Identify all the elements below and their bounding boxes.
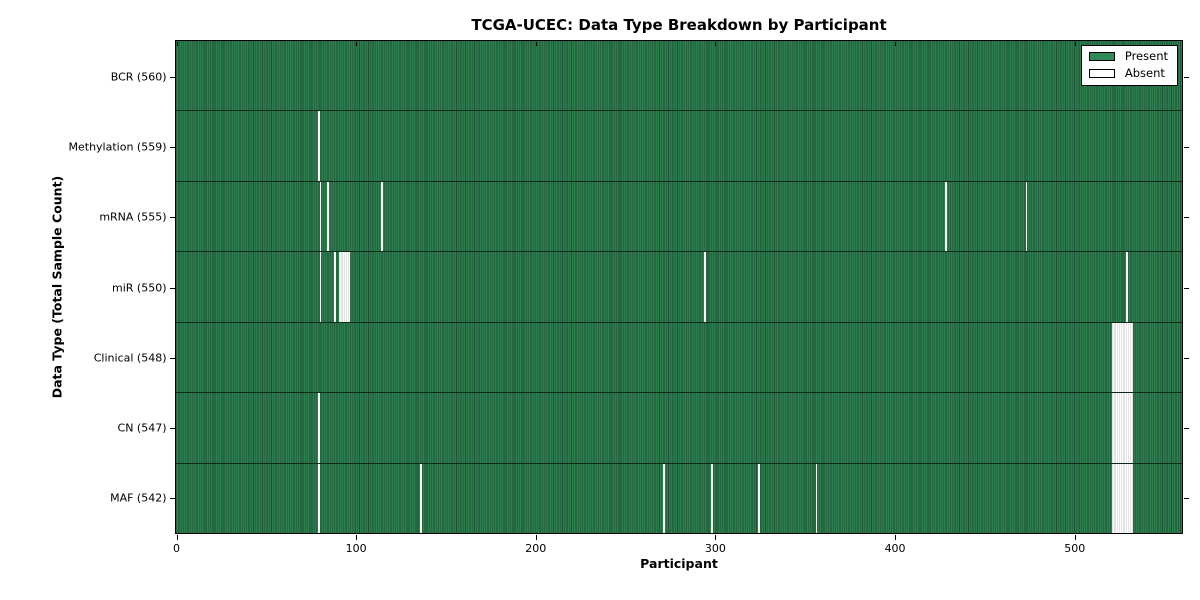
absent-gap — [420, 463, 423, 533]
legend-entry-absent: Absent — [1088, 65, 1168, 80]
absent-gap — [662, 463, 665, 533]
y-tick-label: Methylation (559) — [68, 140, 167, 154]
y-tick-label: miR (550) — [112, 281, 167, 294]
absent-gap — [317, 393, 320, 463]
y-tick-mark-right — [1184, 76, 1189, 78]
x-axis-label: Participant — [640, 556, 718, 571]
y-tick-mark-right — [1184, 428, 1189, 430]
legend-present-label: Present — [1124, 49, 1168, 63]
absent-gap — [1111, 393, 1134, 463]
y-tick-mark-right — [1184, 287, 1189, 289]
row-Methylation — [176, 110, 1182, 181]
row-BCR — [176, 41, 1182, 111]
absent-gap — [704, 252, 706, 322]
y-tick-mark — [170, 217, 175, 219]
x-tick-mark — [895, 535, 897, 540]
y-tick-mark — [170, 76, 175, 78]
legend-absent-swatch-icon — [1088, 68, 1115, 78]
chart-title: TCGA-UCEC: Data Type Breakdown by Partic… — [471, 16, 887, 34]
x-tick-mark-top — [715, 41, 717, 46]
absent-gap — [319, 181, 322, 252]
legend-absent-label: Absent — [1124, 65, 1165, 80]
absent-gap — [380, 181, 383, 252]
y-tick-label: Clinical (548) — [93, 351, 167, 365]
y-tick-mark-right — [1184, 217, 1189, 219]
x-tick-label: 300 — [704, 541, 726, 555]
absent-gap — [317, 111, 320, 181]
absent-gap — [319, 252, 322, 322]
plot-area: Present Absent — [175, 40, 1183, 534]
x-tick-mark-top — [1074, 41, 1076, 46]
absent-gap — [711, 463, 714, 533]
absent-gap — [326, 181, 329, 252]
absent-gap — [339, 252, 351, 322]
presence-matrix — [176, 41, 1182, 533]
legend: Present Absent — [1080, 45, 1178, 86]
row-miR — [176, 251, 1182, 322]
x-tick-mark-top — [535, 41, 537, 46]
y-tick-mark-right — [1184, 357, 1189, 359]
absent-gap — [317, 463, 320, 533]
x-tick-mark — [535, 535, 537, 540]
y-tick-mark — [170, 146, 175, 148]
y-tick-mark — [170, 287, 175, 289]
x-tick-mark — [356, 535, 358, 540]
legend-present-swatch-icon — [1088, 52, 1115, 62]
row-CN — [176, 392, 1182, 463]
absent-gap — [334, 252, 336, 322]
absent-gap — [815, 463, 818, 533]
absent-gap — [944, 181, 947, 252]
absent-gap — [1126, 252, 1129, 322]
absent-gap — [1111, 322, 1134, 393]
y-tick-mark — [170, 428, 175, 430]
x-tick-mark-top — [356, 41, 358, 46]
y-tick-mark-right — [1184, 498, 1189, 500]
y-tick-label: CN (547) — [117, 421, 167, 435]
y-tick-label: BCR (560) — [110, 70, 167, 84]
x-tick-mark-top — [895, 41, 897, 46]
row-MAF — [176, 462, 1182, 533]
y-tick-mark — [170, 357, 175, 359]
row-mRNA — [176, 180, 1182, 252]
y-tick-label: MAF (542) — [110, 491, 167, 505]
x-tick-label: 400 — [884, 541, 906, 555]
x-tick-label: 100 — [345, 541, 367, 555]
x-tick-mark-top — [176, 41, 178, 46]
legend-entry-present: Present — [1088, 49, 1168, 63]
y-tick-mark-right — [1184, 146, 1189, 148]
y-tick-mark — [170, 498, 175, 500]
absent-gap — [1111, 463, 1134, 533]
x-tick-mark — [715, 535, 717, 540]
row-Clinical — [176, 321, 1182, 393]
x-tick-label: 0 — [173, 541, 180, 555]
x-tick-mark — [176, 535, 178, 540]
x-tick-label: 200 — [525, 541, 547, 555]
absent-gap — [1025, 181, 1028, 252]
x-tick-label: 500 — [1064, 541, 1086, 555]
x-tick-mark — [1074, 535, 1076, 540]
y-tick-label: mRNA (555) — [99, 210, 167, 224]
absent-gap — [758, 463, 760, 533]
